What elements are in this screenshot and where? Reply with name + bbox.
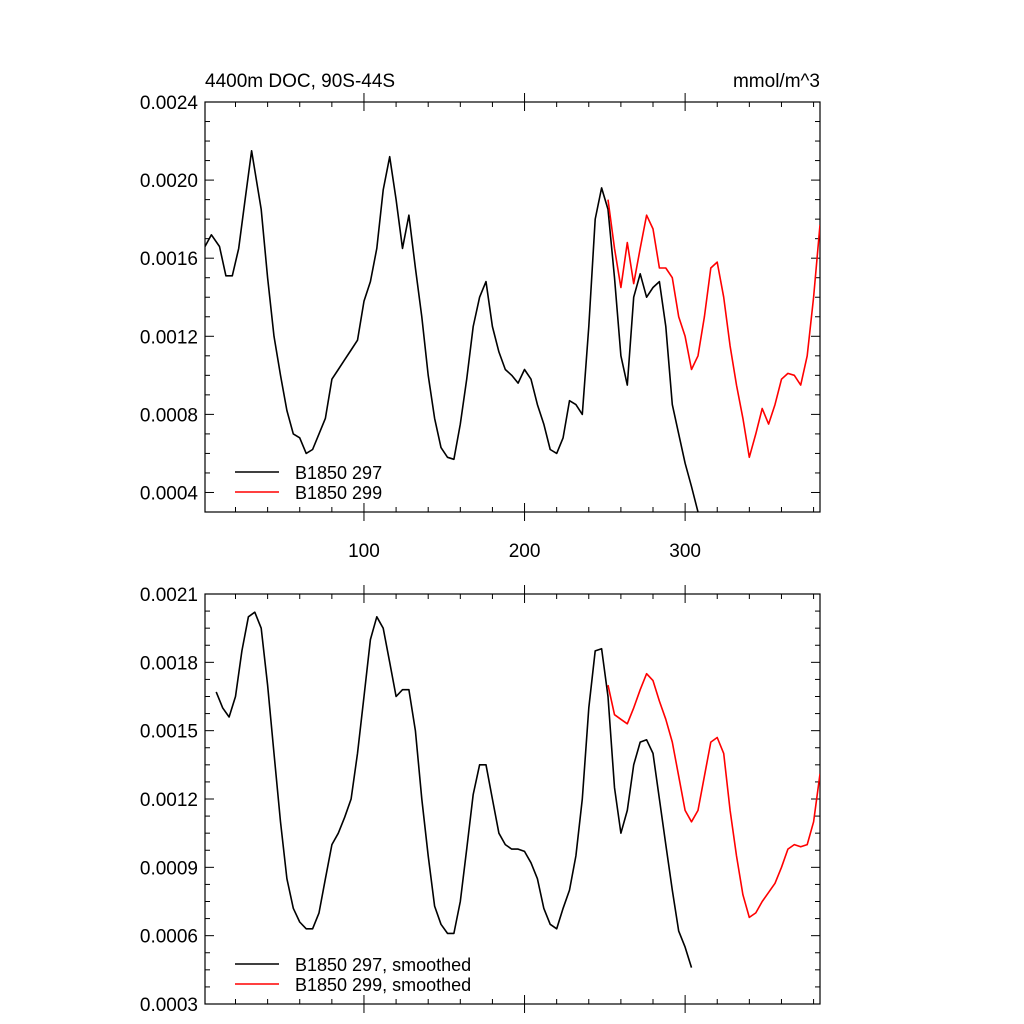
bottom-panel-series bbox=[215, 611, 820, 968]
bottom-ytick-label: 0.0021 bbox=[140, 585, 198, 606]
top-panel-axes: 0.0004 0.0008 0.0012 0.0016 0.0020 0.0024 100 2… bbox=[140, 93, 821, 562]
top-legend-label-0: B1850 297 bbox=[295, 463, 382, 483]
top-ytick-label: 0.0024 bbox=[140, 93, 199, 114]
top-panel-title: 4400m DOC, 90S-44S bbox=[205, 71, 395, 92]
bottom-ytick-label: 0.0003 bbox=[140, 995, 198, 1016]
bottom-ytick-label: 0.0018 bbox=[140, 653, 198, 674]
bottom-ytick-label: 0.0012 bbox=[140, 790, 198, 811]
top-panel-units: mmol/m^3 bbox=[733, 71, 820, 92]
top-ytick-label: 0.0020 bbox=[140, 171, 198, 192]
bottom-series-line-1 bbox=[607, 672, 820, 919]
bottom-series-line-0 bbox=[215, 611, 693, 968]
bottom-ytick-label: 0.0015 bbox=[140, 722, 198, 743]
bottom-panel-axes: 0.0003 0.0006 0.0009 0.0012 0.0015 0.0018 0.00… bbox=[140, 585, 821, 1016]
top-ytick-label: 0.0008 bbox=[140, 405, 198, 426]
bottom-panel: 0.0003 0.0006 0.0009 0.0012 0.0015 0.0018 0.00… bbox=[140, 585, 821, 1016]
bottom-legend-label-0: B1850 297, smoothed bbox=[295, 955, 471, 975]
top-panel-series bbox=[205, 150, 820, 512]
top-series-line-1 bbox=[607, 199, 820, 459]
top-xtick-label: 200 bbox=[509, 541, 541, 562]
top-ytick-label: 0.0012 bbox=[140, 327, 198, 348]
bottom-plot-frame bbox=[204, 593, 821, 1005]
bottom-legend-label-1: B1850 299, smoothed bbox=[295, 975, 471, 995]
bottom-ytick-label: 0.0006 bbox=[140, 927, 198, 948]
top-plot-frame bbox=[204, 101, 821, 513]
top-xtick-label: 100 bbox=[348, 541, 380, 562]
top-ytick-label: 0.0016 bbox=[140, 249, 198, 270]
top-xtick-label: 300 bbox=[669, 541, 701, 562]
top-panel: 4400m DOC, 90S-44S mmol/m^3 0.0004 0.0008… bbox=[140, 71, 821, 562]
top-legend-label-1: B1850 299 bbox=[295, 483, 382, 503]
top-ytick-label: 0.0004 bbox=[140, 483, 199, 504]
top-series-line-0 bbox=[205, 150, 699, 512]
bottom-ytick-label: 0.0009 bbox=[140, 858, 198, 879]
